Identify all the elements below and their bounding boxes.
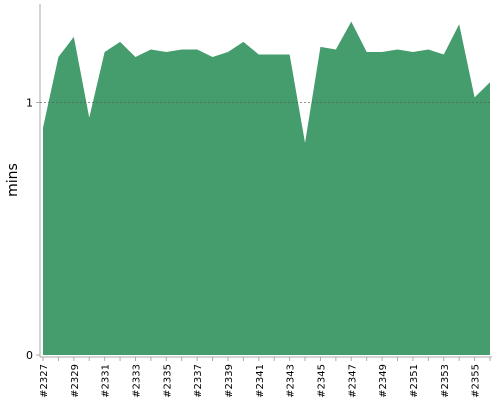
x-tick-label: #2343: [286, 364, 297, 398]
x-tick-label: #2335: [162, 364, 173, 398]
x-tick-label: #2351: [409, 364, 420, 398]
x-tick-label: #2347: [347, 364, 358, 398]
x-tick-label: #2339: [224, 364, 235, 398]
y-tick-label: 1: [26, 96, 33, 109]
x-tick-label: #2327: [39, 364, 50, 398]
area: [43, 21, 490, 355]
x-tick-label: #2349: [378, 364, 389, 398]
y-tick-label: 0: [26, 349, 33, 362]
x-tick-label: #2341: [255, 364, 266, 398]
x-tick-label: #2337: [193, 364, 204, 398]
y-axis-label: mins: [5, 163, 21, 197]
x-tick-label: #2333: [131, 364, 142, 398]
x-tick-label: #2353: [440, 364, 451, 398]
x-tick-label: #2329: [70, 364, 81, 398]
x-tick-label: #2331: [101, 364, 112, 398]
x-tick-label: #2345: [316, 364, 327, 398]
x-tick-label: #2355: [471, 364, 482, 398]
